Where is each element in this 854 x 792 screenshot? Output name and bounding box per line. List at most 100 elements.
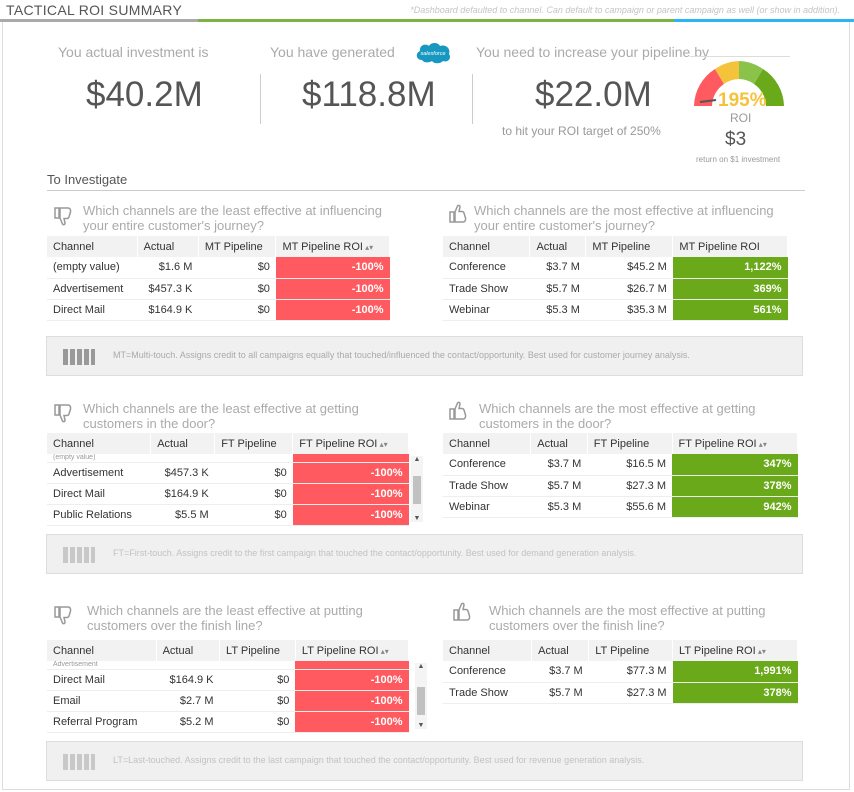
label-underline xyxy=(690,56,790,57)
scrollbar-thumb[interactable] xyxy=(417,687,425,715)
thumbs-up-icon xyxy=(453,602,471,621)
scroll-down-icon[interactable]: ▼ xyxy=(417,722,425,729)
table-ft-most: Channel Actual FT Pipeline FT Pipeline R… xyxy=(443,433,799,518)
info-bar-lt: LT=Last-touched. Assigns credit to the l… xyxy=(46,741,803,781)
thumbs-down-icon xyxy=(54,606,72,625)
table-row[interactable]: Referral Program $5.2 M $0 -100% xyxy=(47,711,409,733)
salesforce-logo-icon: salesforce xyxy=(416,43,451,64)
column-header-sortable[interactable]: FT Pipeline ROI xyxy=(672,433,799,454)
roi-footnote: return on $1 investment xyxy=(696,155,781,164)
table-row[interactable]: Email $2.7 M $0 -100% xyxy=(47,690,409,712)
column-header[interactable]: Channel xyxy=(47,640,157,661)
thumbs-down-icon xyxy=(54,404,72,423)
increase-label: You need to increase your pipeline by xyxy=(476,44,709,60)
question-mt-most: Which channels are the most effective at… xyxy=(474,203,774,233)
table-row[interactable]: Conference $3.7 M $16.5 M 347% xyxy=(443,454,798,476)
table-row[interactable]: Conference $3.7 M $77.3 M 1,991% xyxy=(443,661,798,683)
scrollbar-thumb[interactable] xyxy=(413,476,421,504)
table-lt-most: Channel Actual LT Pipeline LT Pipeline R… xyxy=(443,640,798,704)
dashboard-note: *Dashboard defaulted to channel. Can def… xyxy=(410,5,840,15)
table-row[interactable]: Public Relations $5.5 M $0 -100% xyxy=(47,504,409,526)
column-header[interactable]: Actual xyxy=(529,236,587,257)
thumbs-up-icon xyxy=(449,204,467,223)
column-header[interactable]: LT Pipeline xyxy=(219,640,296,661)
section-title: To Investigate xyxy=(47,172,128,187)
scroll-down-icon[interactable]: ▼ xyxy=(413,515,421,522)
top-bar: TACTICAL ROI SUMMARY *Dashboard defaulte… xyxy=(0,0,854,22)
info-text-ft: FT=First-touch. Assigns credit to the fi… xyxy=(113,548,637,558)
salesforce-logo-text: salesforce xyxy=(420,51,445,57)
table-row[interactable]: Conference $3.7 M $45.2 M 1,122% xyxy=(443,257,788,279)
question-mt-least: Which channels are the least effective a… xyxy=(83,203,382,233)
info-bar-mt: MT=Multi-touch. Assigns credit to all ca… xyxy=(46,336,803,376)
column-header[interactable]: Channel xyxy=(47,236,138,257)
column-header-sortable[interactable]: LT Pipeline ROI xyxy=(672,640,798,661)
column-header[interactable]: Actual xyxy=(137,236,199,257)
column-header-sortable[interactable]: LT Pipeline ROI xyxy=(295,640,410,661)
roi-dollar: $3 xyxy=(725,129,747,150)
column-header[interactable]: Channel xyxy=(443,236,531,257)
accent-stripe-green xyxy=(198,19,674,22)
table-row[interactable]: Direct Mail $164.9 K $0 -100% xyxy=(47,669,409,691)
question-lt-most: Which channels are the most effective at… xyxy=(489,603,766,633)
column-header[interactable]: Channel xyxy=(443,640,533,661)
increase-subtext: to hit your ROI target of 250% xyxy=(502,124,661,138)
generated-label: You have generated xyxy=(270,44,395,60)
column-header[interactable]: Actual xyxy=(531,640,590,661)
scroll-up-icon[interactable]: ▲ xyxy=(413,456,421,463)
thumbs-down-icon xyxy=(54,207,72,226)
bar-chart-icon xyxy=(63,349,95,365)
column-header[interactable]: Actual xyxy=(156,640,221,661)
column-header[interactable]: FT Pipeline xyxy=(587,433,673,454)
roi-percent: 195% xyxy=(718,90,767,111)
table-row[interactable]: Advertisement $457.3 K $0 -100% xyxy=(47,462,409,484)
table-scrollbar[interactable]: ▲ ▼ xyxy=(415,663,427,729)
table-row[interactable]: Trade Show $5.7 M $26.7 M 369% xyxy=(443,278,788,300)
column-header[interactable]: Actual xyxy=(150,433,216,454)
column-header[interactable]: MT Pipeline ROI xyxy=(672,236,788,257)
table-row-partial[interactable]: (empty value) xyxy=(47,454,409,463)
column-header[interactable]: Actual xyxy=(530,433,588,454)
question-ft-least: Which channels are the least effective a… xyxy=(83,401,359,431)
question-ft-most: Which channels are the most effective at… xyxy=(479,401,756,431)
column-header[interactable]: MT Pipeline xyxy=(198,236,277,257)
metric-divider xyxy=(260,74,261,124)
bar-chart-icon xyxy=(63,754,95,770)
column-header-sortable[interactable]: MT Pipeline ROI xyxy=(275,236,390,257)
table-lt-least: Channel Actual LT Pipeline LT Pipeline R… xyxy=(47,640,410,733)
investment-value: $40.2M xyxy=(86,75,203,114)
roi-label: ROI xyxy=(730,111,752,125)
metric-divider xyxy=(472,74,473,124)
section-divider xyxy=(47,190,805,191)
table-row[interactable]: Trade Show $5.7 M $27.3 M 378% xyxy=(443,682,798,704)
column-header[interactable]: FT Pipeline xyxy=(214,433,294,454)
table-row[interactable]: Webinar $5.3 M $55.6 M 942% xyxy=(443,496,798,518)
info-bar-ft: FT=First-touch. Assigns credit to the fi… xyxy=(46,534,803,574)
table-mt-least: Channel Actual MT Pipeline MT Pipeline R… xyxy=(47,236,390,321)
investment-label: You actual investment is xyxy=(58,44,209,60)
table-row[interactable]: Trade Show $5.7 M $27.3 M 378% xyxy=(443,475,798,497)
question-lt-least: Which channels are the least effective a… xyxy=(87,603,363,633)
bar-chart-icon xyxy=(63,547,95,563)
generated-value: $118.8M xyxy=(302,75,436,114)
accent-stripe-gray xyxy=(0,19,198,22)
table-row[interactable]: Direct Mail $164.9 K $0 -100% xyxy=(47,483,409,505)
table-scrollbar[interactable]: ▲ ▼ xyxy=(411,456,423,522)
roi-gauge-icon xyxy=(694,61,784,106)
thumbs-up-icon xyxy=(449,401,467,420)
table-ft-least: Channel Actual FT Pipeline FT Pipeline R… xyxy=(47,433,409,526)
table-row[interactable]: Advertisement $457.3 K $0 -100% xyxy=(47,278,390,300)
table-row-partial[interactable]: Advertisement xyxy=(47,661,409,670)
table-row[interactable]: (empty value) $1.6 M $0 -100% xyxy=(47,257,390,279)
table-row[interactable]: Direct Mail $164.9 K $0 -100% xyxy=(47,299,390,321)
column-header[interactable]: Channel xyxy=(443,433,532,454)
accent-stripe-blue xyxy=(674,19,854,22)
info-text-mt: MT=Multi-touch. Assigns credit to all ca… xyxy=(113,350,690,360)
table-row[interactable]: Webinar $5.3 M $35.3 M 561% xyxy=(443,299,788,321)
scroll-up-icon[interactable]: ▲ xyxy=(417,663,425,670)
column-header-sortable[interactable]: FT Pipeline ROI xyxy=(292,433,409,454)
increase-value: $22.0M xyxy=(535,75,652,114)
column-header[interactable]: Channel xyxy=(47,433,152,454)
column-header[interactable]: LT Pipeline xyxy=(588,640,674,661)
column-header[interactable]: MT Pipeline xyxy=(585,236,674,257)
